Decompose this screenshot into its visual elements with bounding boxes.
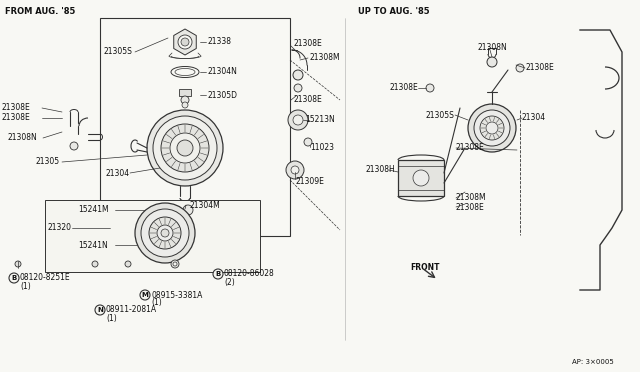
Text: N: N [97,307,103,313]
Circle shape [468,104,516,152]
Circle shape [161,124,209,172]
Circle shape [487,57,497,67]
Circle shape [177,140,193,156]
Circle shape [153,116,217,180]
Text: 21305S: 21305S [103,48,132,57]
Circle shape [170,133,200,163]
Text: 08120-86028: 08120-86028 [224,269,275,279]
Text: 15241N: 15241N [78,241,108,250]
Circle shape [480,116,504,140]
Text: M: M [141,292,148,298]
Circle shape [157,225,173,241]
Bar [179,89,191,96]
Circle shape [413,170,429,186]
Text: 08911-2081A: 08911-2081A [106,305,157,314]
Circle shape [149,217,181,249]
Circle shape [141,209,189,257]
Circle shape [474,110,510,146]
Text: 21308E: 21308E [390,83,419,93]
Circle shape [147,110,223,186]
Circle shape [178,35,192,49]
Circle shape [288,110,308,130]
Circle shape [286,161,304,179]
Text: (1): (1) [20,282,31,291]
Text: 21305: 21305 [35,157,59,167]
Circle shape [291,166,299,174]
Text: 21338: 21338 [208,38,232,46]
Bar [398,160,444,196]
Text: 21305S: 21305S [425,110,454,119]
Text: 21308H: 21308H [366,166,396,174]
Bar [45,200,260,272]
Text: 21304N: 21304N [208,67,238,77]
Text: 11023: 11023 [310,144,334,153]
Text: 21304: 21304 [105,169,129,177]
Text: (1): (1) [106,314,116,323]
Circle shape [294,84,302,92]
Circle shape [92,261,98,267]
Circle shape [304,138,312,146]
Circle shape [181,38,189,46]
Circle shape [183,205,193,215]
Circle shape [135,203,195,263]
Text: (2): (2) [224,278,235,286]
Circle shape [171,260,179,268]
Circle shape [293,70,303,80]
Text: 21308E: 21308E [293,96,322,105]
Text: 21308E: 21308E [456,144,484,153]
Text: 08915-3381A: 08915-3381A [151,291,202,299]
Text: 21304M: 21304M [190,201,221,209]
Text: 21308N: 21308N [478,44,508,52]
Text: 21309E: 21309E [295,177,324,186]
Text: FROM AUG. '85: FROM AUG. '85 [5,7,76,16]
Circle shape [173,262,177,266]
Text: 21308E: 21308E [526,64,555,73]
Circle shape [426,84,434,92]
Circle shape [125,261,131,267]
Circle shape [516,64,524,72]
Text: 21308E: 21308E [456,202,484,212]
Text: 21305D: 21305D [208,90,238,99]
Text: 21308M: 21308M [310,54,340,62]
Text: 21308E: 21308E [2,103,31,112]
Text: UP TO AUG. '85: UP TO AUG. '85 [358,7,429,16]
Circle shape [486,122,498,134]
Text: AP: 3×0005: AP: 3×0005 [572,359,614,365]
Bar [100,18,290,236]
Circle shape [293,115,303,125]
Circle shape [70,142,78,150]
Text: 21308N: 21308N [8,134,38,142]
Text: 21308E: 21308E [293,38,322,48]
Circle shape [9,273,19,283]
Circle shape [161,229,169,237]
Text: B: B [216,271,221,277]
Text: (1): (1) [151,298,162,308]
Text: 08120-8251E: 08120-8251E [20,273,70,282]
Text: 15241M: 15241M [78,205,109,215]
Polygon shape [173,29,196,55]
Circle shape [182,102,188,108]
Text: FRONT: FRONT [410,263,440,273]
Text: 21308M: 21308M [456,193,486,202]
Circle shape [95,305,105,315]
Circle shape [213,269,223,279]
Circle shape [181,96,189,104]
Text: 21320: 21320 [47,224,71,232]
Text: 21308E: 21308E [2,113,31,122]
Circle shape [140,290,150,300]
Text: 21304: 21304 [522,113,546,122]
Circle shape [15,261,21,267]
Text: 15213N: 15213N [305,115,335,125]
Text: B: B [12,275,17,281]
